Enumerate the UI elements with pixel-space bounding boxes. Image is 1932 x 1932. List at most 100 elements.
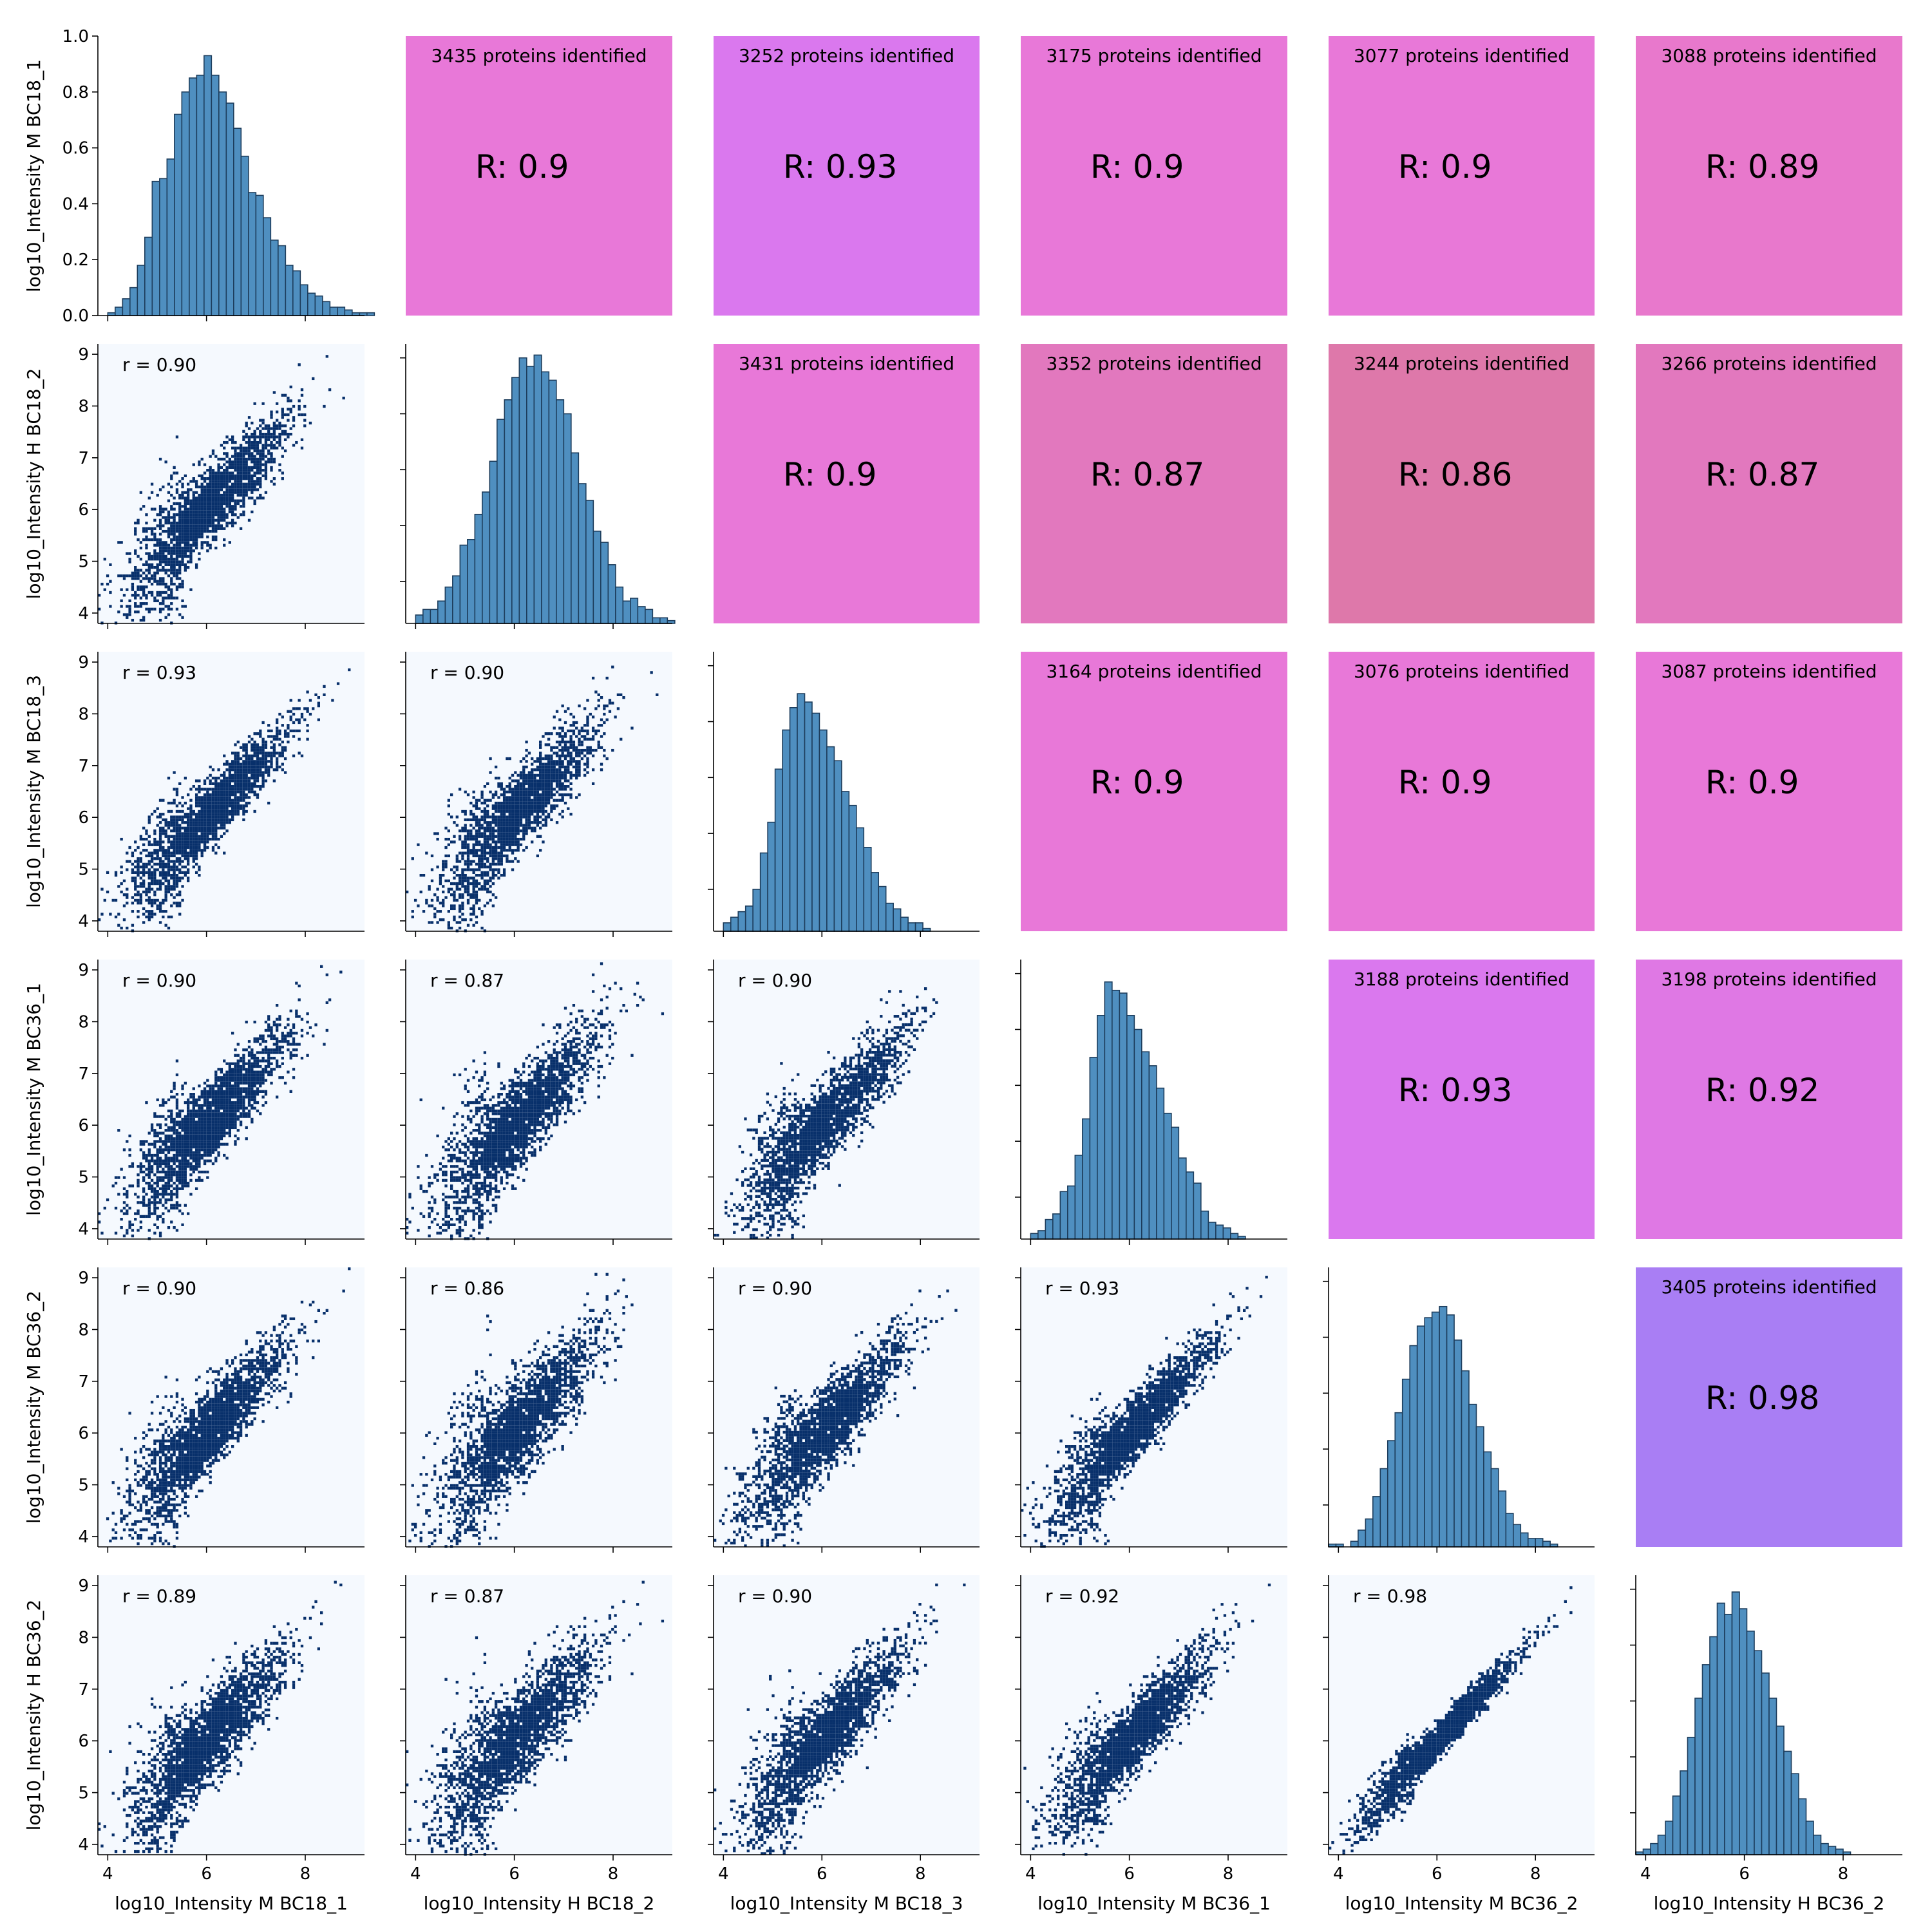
density-cell bbox=[236, 482, 240, 486]
density-cell bbox=[242, 1112, 245, 1115]
density-cell bbox=[203, 1121, 207, 1124]
density-cell bbox=[214, 535, 218, 538]
density-cell bbox=[223, 463, 226, 466]
y-tick-label: 5 bbox=[78, 553, 89, 572]
density-cell bbox=[547, 757, 551, 761]
density-cell bbox=[508, 813, 511, 816]
density-cell bbox=[436, 910, 439, 913]
density-cell bbox=[153, 837, 156, 841]
density-cell bbox=[142, 1153, 146, 1157]
density-cell bbox=[527, 796, 531, 799]
density-cell bbox=[147, 1168, 151, 1171]
density-cell bbox=[572, 732, 576, 735]
density-cell bbox=[536, 785, 539, 788]
density-cell bbox=[589, 737, 592, 741]
density-cell bbox=[170, 885, 173, 888]
density-cell bbox=[259, 735, 262, 738]
density-cell bbox=[203, 793, 207, 797]
density-cell bbox=[242, 491, 245, 494]
density-cell bbox=[228, 1129, 231, 1132]
density-cell bbox=[564, 743, 567, 746]
density-cell bbox=[167, 777, 171, 780]
density-cell bbox=[194, 1148, 198, 1151]
histogram-bar bbox=[159, 178, 168, 316]
density-cell bbox=[206, 1090, 209, 1093]
density-cell bbox=[189, 807, 193, 810]
density-cell bbox=[139, 546, 142, 550]
density-cell bbox=[245, 1137, 248, 1141]
density-cell bbox=[544, 799, 547, 802]
density-cell bbox=[251, 482, 254, 486]
density-cell bbox=[217, 846, 220, 849]
density-cell bbox=[173, 527, 176, 530]
density-cell bbox=[114, 1176, 118, 1179]
density-cell bbox=[469, 868, 473, 871]
density-cell bbox=[173, 843, 176, 846]
density-cell bbox=[198, 518, 201, 522]
density-cell bbox=[267, 438, 270, 441]
density-cell bbox=[228, 1073, 231, 1077]
density-cell bbox=[542, 785, 545, 788]
density-cell bbox=[561, 746, 564, 749]
density-cell bbox=[247, 760, 251, 763]
density-cell bbox=[178, 546, 182, 550]
density-cell bbox=[500, 826, 503, 829]
density-cell bbox=[175, 535, 179, 538]
density-cell bbox=[217, 491, 220, 494]
histogram-bar bbox=[307, 292, 316, 316]
density-cell bbox=[134, 840, 137, 844]
density-cell bbox=[506, 790, 509, 793]
density-cell bbox=[181, 580, 184, 583]
density-cell bbox=[519, 821, 523, 824]
density-cell bbox=[162, 1193, 165, 1196]
density-cell bbox=[106, 582, 109, 586]
density-cell bbox=[491, 893, 495, 896]
density-cell bbox=[139, 569, 142, 572]
density-cell bbox=[150, 1195, 154, 1198]
density-cell bbox=[178, 840, 182, 844]
density-cell bbox=[276, 402, 279, 405]
density-cell bbox=[544, 782, 547, 785]
density-cell bbox=[514, 799, 517, 802]
density-cell bbox=[170, 866, 173, 869]
density-cell bbox=[242, 488, 245, 491]
density-cell bbox=[234, 757, 237, 761]
density-cell bbox=[223, 807, 226, 810]
density-cell bbox=[478, 818, 481, 822]
density-cell bbox=[253, 746, 256, 749]
density-cell bbox=[239, 466, 243, 469]
density-cell bbox=[259, 1034, 262, 1037]
density-cell bbox=[283, 771, 287, 774]
density-cell bbox=[225, 1079, 229, 1082]
density-cell bbox=[247, 457, 251, 461]
density-cell bbox=[228, 1093, 231, 1096]
density-cell bbox=[153, 596, 156, 600]
histogram bbox=[723, 693, 931, 932]
density-cell bbox=[461, 826, 464, 829]
density-cell bbox=[536, 796, 539, 799]
density-cell bbox=[342, 396, 345, 400]
density-cell bbox=[259, 440, 262, 444]
density-cell bbox=[547, 799, 551, 802]
density-cell bbox=[194, 821, 198, 824]
density-cell bbox=[142, 1201, 146, 1204]
density-cell bbox=[236, 1098, 240, 1101]
density-cell bbox=[283, 1034, 287, 1037]
density-cell bbox=[472, 893, 475, 896]
density-cell bbox=[500, 862, 503, 866]
density-cell bbox=[514, 785, 517, 788]
density-cell bbox=[228, 474, 231, 477]
density-cell bbox=[533, 773, 536, 777]
density-cell bbox=[147, 871, 151, 874]
density-cell bbox=[539, 815, 542, 819]
density-cell bbox=[175, 607, 179, 611]
correlation-tile bbox=[1636, 652, 1902, 931]
density-cell bbox=[495, 846, 498, 849]
density-cell bbox=[469, 818, 473, 822]
density-cell bbox=[225, 452, 229, 455]
density-cell bbox=[198, 1117, 201, 1121]
density-cell bbox=[162, 813, 165, 816]
density-cell bbox=[472, 879, 475, 882]
density-cell bbox=[325, 355, 328, 358]
